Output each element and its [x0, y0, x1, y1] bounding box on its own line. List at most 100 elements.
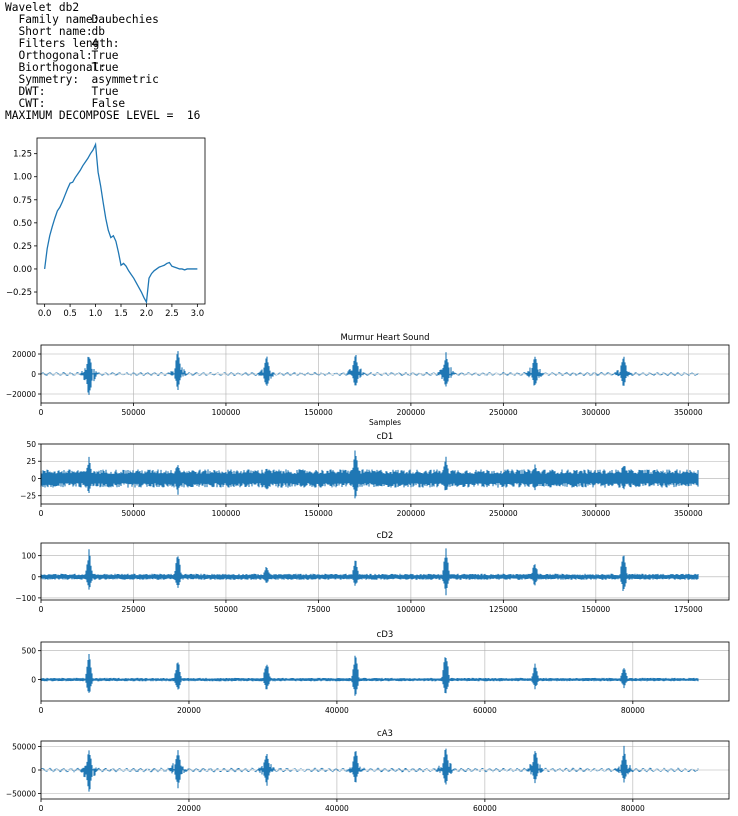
chart-wavelet: 0.0 0.5 1.0 1.5 2.0 2.5 3.0 −0.25 0.00 0.25 0.50 0.…	[6, 137, 206, 319]
y-tick-label: 0	[31, 573, 36, 582]
max-level-line: MAXIMUM DECOMPOSE LEVEL = 16	[5, 110, 200, 122]
wavelet-property: Short name:db	[5, 26, 200, 38]
x-tick-label: 60000	[473, 804, 497, 813]
property-value: False	[91, 97, 126, 110]
x-tick-label: 200000	[397, 509, 426, 518]
x-tick-label: 350000	[674, 509, 703, 518]
x-tick-label: 20000	[177, 706, 201, 715]
x-tick-label: 100000	[397, 605, 426, 614]
y-tick-label: 0	[31, 370, 36, 379]
y-tick-label: 0.75	[13, 196, 32, 206]
y-tick-label: −0.25	[6, 288, 32, 298]
wavelet-property: Symmetry: asymmetric	[5, 74, 200, 86]
y-tick-label: 0	[31, 474, 36, 483]
y-tick-label: 0	[31, 766, 36, 775]
property-value: 4	[91, 37, 99, 50]
property-key: Symmetry:	[18, 73, 80, 86]
y-tick-label: 20000	[12, 350, 36, 359]
axes-frame	[40, 443, 730, 505]
property-value: Daubechies	[91, 13, 159, 26]
x-tick-label: 100000	[212, 408, 241, 417]
wavelet-property: DWT: True	[5, 86, 200, 98]
x-tick-label: 50000	[214, 605, 238, 614]
property-key: DWT:	[18, 85, 46, 98]
chart-cD1: 0 50000 100000 150000 200000 250000 300000 3500…	[20, 432, 730, 518]
x-tick-label: 300000	[582, 408, 611, 417]
x-tick-label: 50000	[122, 408, 146, 417]
wavelet-property: Biorthogonal:True	[5, 62, 200, 74]
x-tick-label: 250000	[489, 408, 518, 417]
wavelet-property: Orthogonal:True	[5, 50, 200, 62]
x-tick-label: 100000	[212, 509, 241, 518]
x-tick-label: 2.0	[140, 309, 154, 319]
x-tick-label: 0.0	[38, 309, 52, 319]
x-tick-label: 250000	[489, 509, 518, 518]
y-tick-label: 0.00	[13, 265, 32, 275]
x-tick-label: 150000	[304, 509, 333, 518]
x-tick-label: 175000	[674, 605, 703, 614]
x-tick-label: 0	[39, 408, 44, 417]
series-line	[43, 141, 198, 305]
property-value: True	[91, 61, 119, 74]
x-tick-label: 40000	[325, 706, 349, 715]
x-tick-label: 60000	[473, 706, 497, 715]
y-tick-label: 25	[26, 457, 36, 466]
y-tick-label: −100	[15, 594, 36, 603]
chart-cD3: 0 20000 40000 60000 80000 0 500 cD3	[22, 630, 730, 715]
series-line	[40, 351, 699, 395]
x-tick-label: 50000	[122, 509, 146, 518]
x-tick-label: 125000	[489, 605, 518, 614]
chart-cD2: 0 25000 50000 75000 100000 125000 150000 175000…	[15, 531, 730, 614]
x-tick-label: 350000	[674, 408, 703, 417]
max-level-value: 16	[186, 109, 201, 122]
property-value: True	[91, 85, 119, 98]
x-tick-label: 150000	[304, 408, 333, 417]
wavelet-header: Wavelet db2	[5, 1, 80, 14]
x-tick-label: 0.5	[63, 309, 77, 319]
x-tick-label: 1.5	[114, 309, 128, 319]
axes-frame	[36, 137, 206, 305]
axes-frame	[40, 641, 730, 702]
y-tick-label: 50000	[12, 743, 36, 752]
y-tick-label: 100	[22, 552, 37, 561]
series-line	[40, 654, 699, 696]
chart-title: cD1	[377, 432, 394, 442]
series-line	[40, 745, 699, 792]
wavelet-property: Family name:Daubechies	[5, 14, 200, 26]
property-value: True	[91, 49, 119, 62]
property-key: Orthogonal:	[18, 49, 93, 62]
x-tick-label: 1.0	[89, 309, 103, 319]
chart-title: cD3	[377, 630, 394, 640]
y-tick-label: 1.00	[13, 173, 32, 183]
x-tick-label: 80000	[621, 706, 645, 715]
property-key: Short name:	[18, 25, 93, 38]
x-tick-label: 150000	[582, 605, 611, 614]
chart-title: Murmur Heart Sound	[340, 333, 429, 343]
x-tick-label: 0	[39, 605, 44, 614]
x-tick-label: 20000	[177, 804, 201, 813]
chart-title: cA3	[377, 729, 393, 739]
chart-title: cD2	[377, 531, 394, 541]
y-tick-label: 0	[31, 676, 36, 685]
y-tick-label: −50000	[6, 789, 36, 798]
x-tick-label: 0	[39, 509, 44, 518]
series-line	[40, 450, 699, 499]
x-tick-label: 40000	[325, 804, 349, 813]
y-tick-label: 1.25	[13, 150, 32, 160]
axes-frame	[40, 542, 730, 601]
x-tick-label: 0	[39, 706, 44, 715]
x-tick-label: 80000	[621, 804, 645, 813]
property-key: Biorthogonal:	[18, 61, 107, 74]
x-axis-label: Samples	[369, 418, 401, 427]
chart-signal: 0 50000 100000 150000 200000 250000 300000 3500…	[6, 333, 730, 427]
y-tick-label: 50	[26, 440, 36, 449]
console-output: Wavelet db2 Family name:Daubechies Short…	[5, 2, 200, 122]
wavelet-property: Filters length:4	[5, 38, 200, 50]
x-tick-label: 25000	[122, 605, 146, 614]
x-tick-label: 300000	[582, 509, 611, 518]
y-tick-label: 0.50	[13, 219, 32, 229]
y-tick-label: 500	[22, 647, 37, 656]
property-key: Family name:	[18, 13, 100, 26]
